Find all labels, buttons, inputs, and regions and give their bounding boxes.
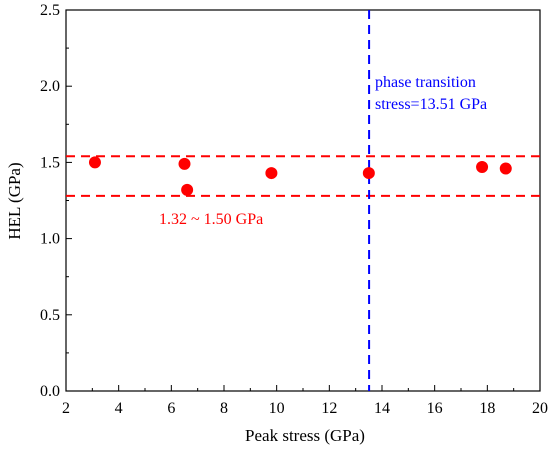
- x-axis: 2 4 6 8 10 12 14 16 18 20: [62, 385, 548, 417]
- x-axis-label: Peak stress (GPa): [245, 426, 365, 445]
- x-tick-label: 4: [115, 400, 123, 417]
- x-tick-label: 6: [167, 400, 175, 417]
- data-point: [265, 167, 278, 180]
- x-tick-label: 8: [220, 400, 228, 417]
- y-tick-label: 2.5: [40, 2, 60, 19]
- x-tick-label: 2: [62, 400, 70, 417]
- data-points: [88, 156, 512, 196]
- x-tick-label: 20: [532, 400, 548, 417]
- data-point: [181, 183, 194, 196]
- x-tick-label: 12: [321, 400, 337, 417]
- y-axis: 0.0 0.5 1.0 1.5 2.0 2.5: [40, 2, 72, 400]
- x-tick-label: 14: [374, 400, 390, 417]
- y-axis-label: HEL (GPa): [5, 162, 24, 239]
- data-point: [476, 160, 489, 173]
- plot-border: [65, 9, 541, 392]
- annotation-hel-range: 1.32 ~ 1.50 GPa: [159, 211, 263, 228]
- y-tick-label: 1.0: [40, 231, 60, 248]
- reference-lines: [66, 10, 540, 391]
- plot-frame: [65, 9, 541, 392]
- y-tick-label: 1.5: [40, 154, 60, 171]
- x-tick-label: 10: [269, 400, 285, 417]
- annotation-phase-transition: phase transition: [375, 74, 476, 91]
- y-tick-label: 0.0: [40, 383, 60, 400]
- y-tick-label: 0.5: [40, 307, 60, 324]
- x-tick-label: 16: [427, 400, 443, 417]
- data-point: [362, 167, 375, 180]
- data-point: [178, 157, 191, 170]
- annotation-transition-stress: stress=13.51 GPa: [375, 96, 487, 113]
- y-tick-label: 2.0: [40, 78, 60, 95]
- data-point: [499, 162, 512, 175]
- x-tick-label: 18: [479, 400, 495, 417]
- annotations: phase transition stress=13.51 GPa 1.32 ~…: [159, 74, 487, 228]
- data-point: [88, 156, 101, 169]
